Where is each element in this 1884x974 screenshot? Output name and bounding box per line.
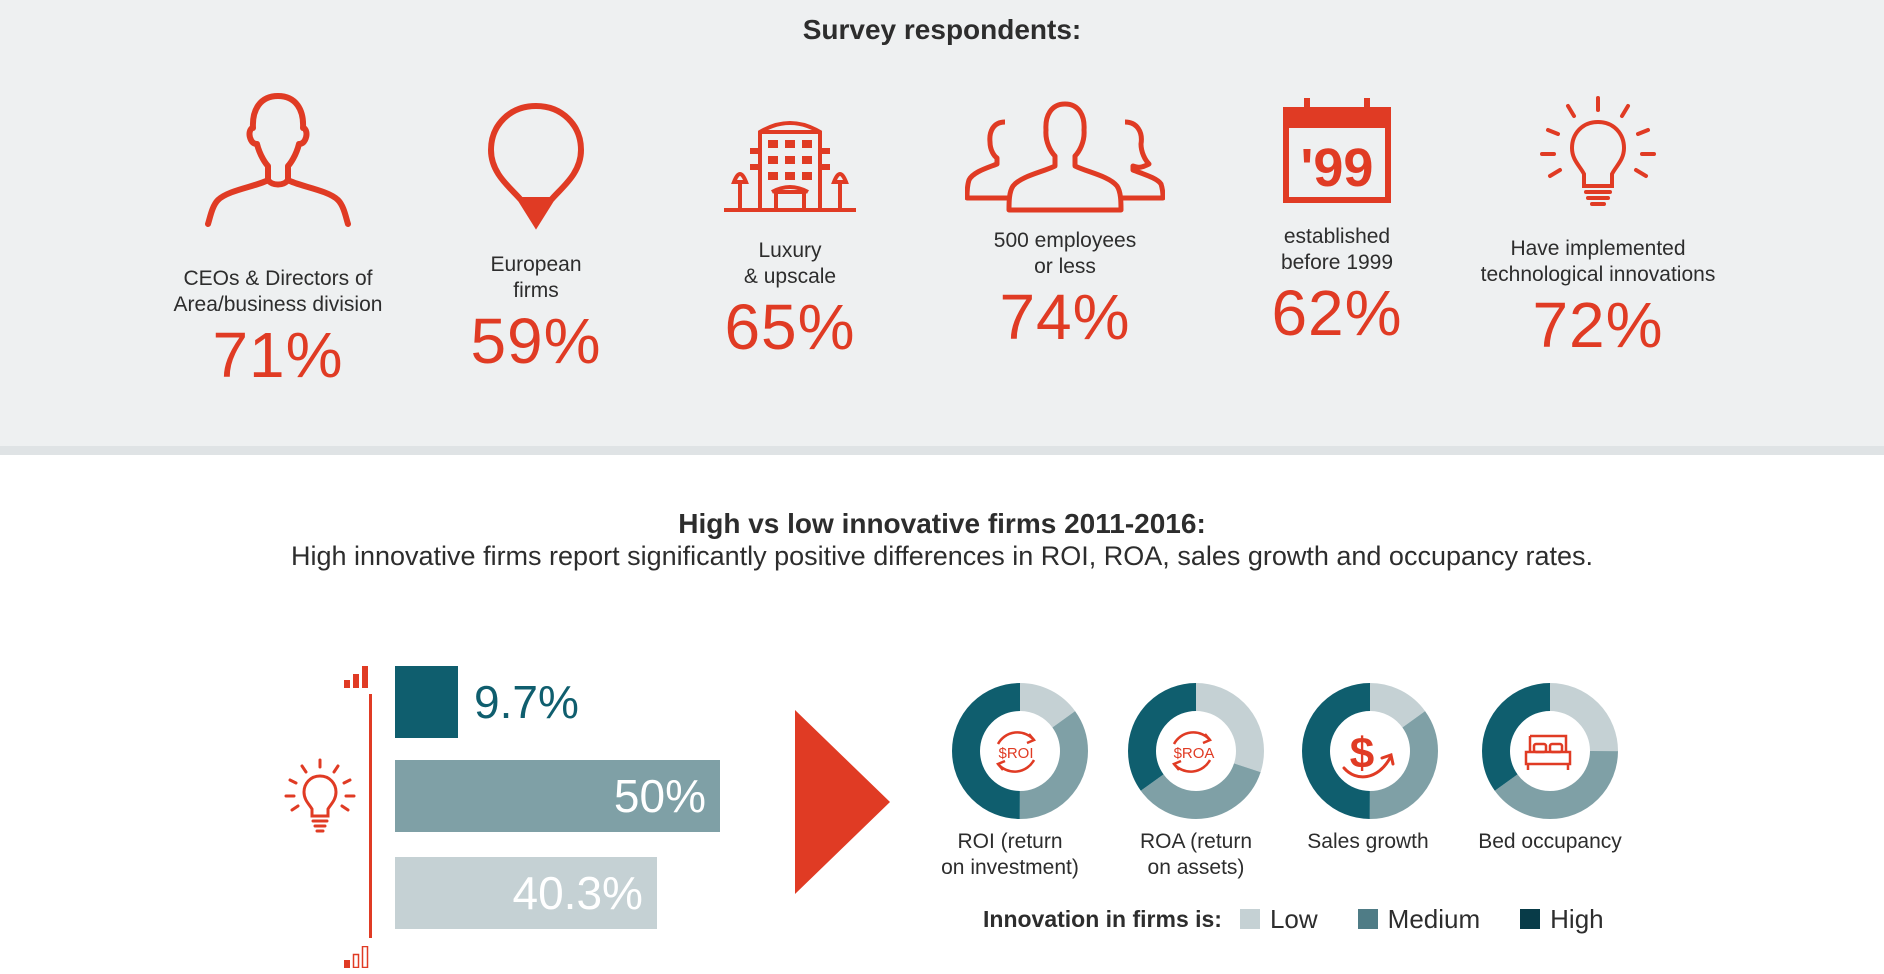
signal-low-icon [344, 946, 369, 968]
stat-label: 500 employees or less [993, 229, 1137, 278]
location-pin-icon [487, 102, 585, 230]
legend-title: Innovation in firms is: [983, 905, 1222, 932]
dollar-growth-icon: $ [1342, 729, 1395, 779]
roi-icon-text: $ROI [998, 745, 1033, 762]
roa-icon: $ROA [1171, 731, 1215, 773]
stat-innovations: Have implemented technological innovatio… [1448, 94, 1748, 360]
stat-label: Luxury & upscale [743, 239, 837, 288]
comparison-title: High vs low innovative firms 2011-2016: [678, 508, 1206, 539]
legend-swatch-low [1239, 909, 1260, 929]
donut-2 [1128, 683, 1264, 819]
bar-medium [395, 760, 720, 832]
lightbulb-icon [1540, 96, 1656, 206]
person-icon [205, 93, 351, 227]
stat-label: Have implemented technological innovatio… [1480, 237, 1716, 286]
roa-icon-text: $ROA [1174, 745, 1215, 762]
donut-1 [952, 683, 1088, 819]
donut-4 [1482, 683, 1618, 819]
stat-value: 72% [1532, 289, 1664, 361]
donut-label-roi: ROI (return on investment) [941, 830, 1079, 879]
stat-label: CEOs & Directors of Area/business divisi… [173, 267, 383, 316]
bar-low [395, 857, 657, 929]
donut-segment-high [952, 683, 1088, 819]
donut-segment-medium [952, 683, 1088, 819]
bar-high [395, 666, 459, 738]
legend-swatch-high [1520, 909, 1541, 929]
donut-charts [952, 683, 1618, 819]
arrow-icon [795, 710, 890, 894]
bar-value-label: 40.3% [512, 867, 643, 919]
donut-segment-medium [1302, 683, 1438, 819]
comparison-subtitle: High innovative firms report significant… [290, 541, 1594, 571]
legend-label-low: Low [1269, 903, 1318, 934]
stat-label: established before 1999 [1280, 225, 1394, 274]
donut-segment-high [1302, 683, 1438, 819]
signal-high-icon [344, 666, 368, 688]
survey-panel [0, 0, 1884, 446]
calendar-year-text: '99 [1301, 138, 1374, 198]
hotel-icon [724, 121, 856, 212]
donut-segment-high [1128, 683, 1264, 819]
stat-luxury: Luxury & upscale 65% [640, 112, 940, 362]
stat-established: '99 established before 1999 62% [1187, 96, 1487, 348]
donut-label-bed: Bed occupancy [1478, 830, 1622, 853]
calendar-icon: '99 [1283, 98, 1391, 203]
roi-icon: $ROI [995, 731, 1037, 773]
legend-label-high: High [1550, 903, 1604, 934]
lightbulb-icon [284, 758, 356, 833]
legend-item-low: Low [1239, 903, 1318, 935]
stat-value: 59% [470, 305, 602, 377]
donut-segment-high [1482, 683, 1618, 819]
survey-title: Survey respondents: [802, 14, 1082, 45]
donut-segment-medium [1128, 683, 1264, 819]
legend-item-high: High [1520, 903, 1604, 935]
stat-value: 74% [999, 281, 1131, 353]
stat-european: European firms 59% [386, 100, 686, 376]
stat-value: 71% [212, 319, 344, 391]
donut-label-sales: Sales growth [1307, 830, 1429, 853]
stat-value: 62% [1271, 277, 1403, 349]
section-divider [0, 446, 1884, 455]
donut-label-roa: ROA (return on assets) [1139, 830, 1253, 879]
bar-value-label: 9.7% [474, 676, 579, 728]
legend-label-medium: Medium [1387, 903, 1481, 934]
bar-axis-line [369, 694, 372, 938]
svg-text:$: $ [1350, 729, 1374, 778]
legend-item-medium: Medium [1357, 903, 1481, 935]
stat-value: 65% [724, 291, 856, 363]
stat-label: European firms [490, 253, 582, 302]
legend: Innovation in firms is: Low Medium High [983, 904, 1644, 934]
stat-employees: 500 employees or less 74% [915, 98, 1215, 352]
stat-ceos: CEOs & Directors of Area/business divisi… [128, 88, 428, 390]
legend-swatch-medium [1357, 909, 1378, 929]
group-icon [965, 101, 1165, 213]
donut-3 [1302, 683, 1438, 819]
bar-value-label: 50% [613, 770, 706, 822]
donut-segment-medium [1482, 683, 1618, 819]
bed-icon [1524, 734, 1572, 770]
